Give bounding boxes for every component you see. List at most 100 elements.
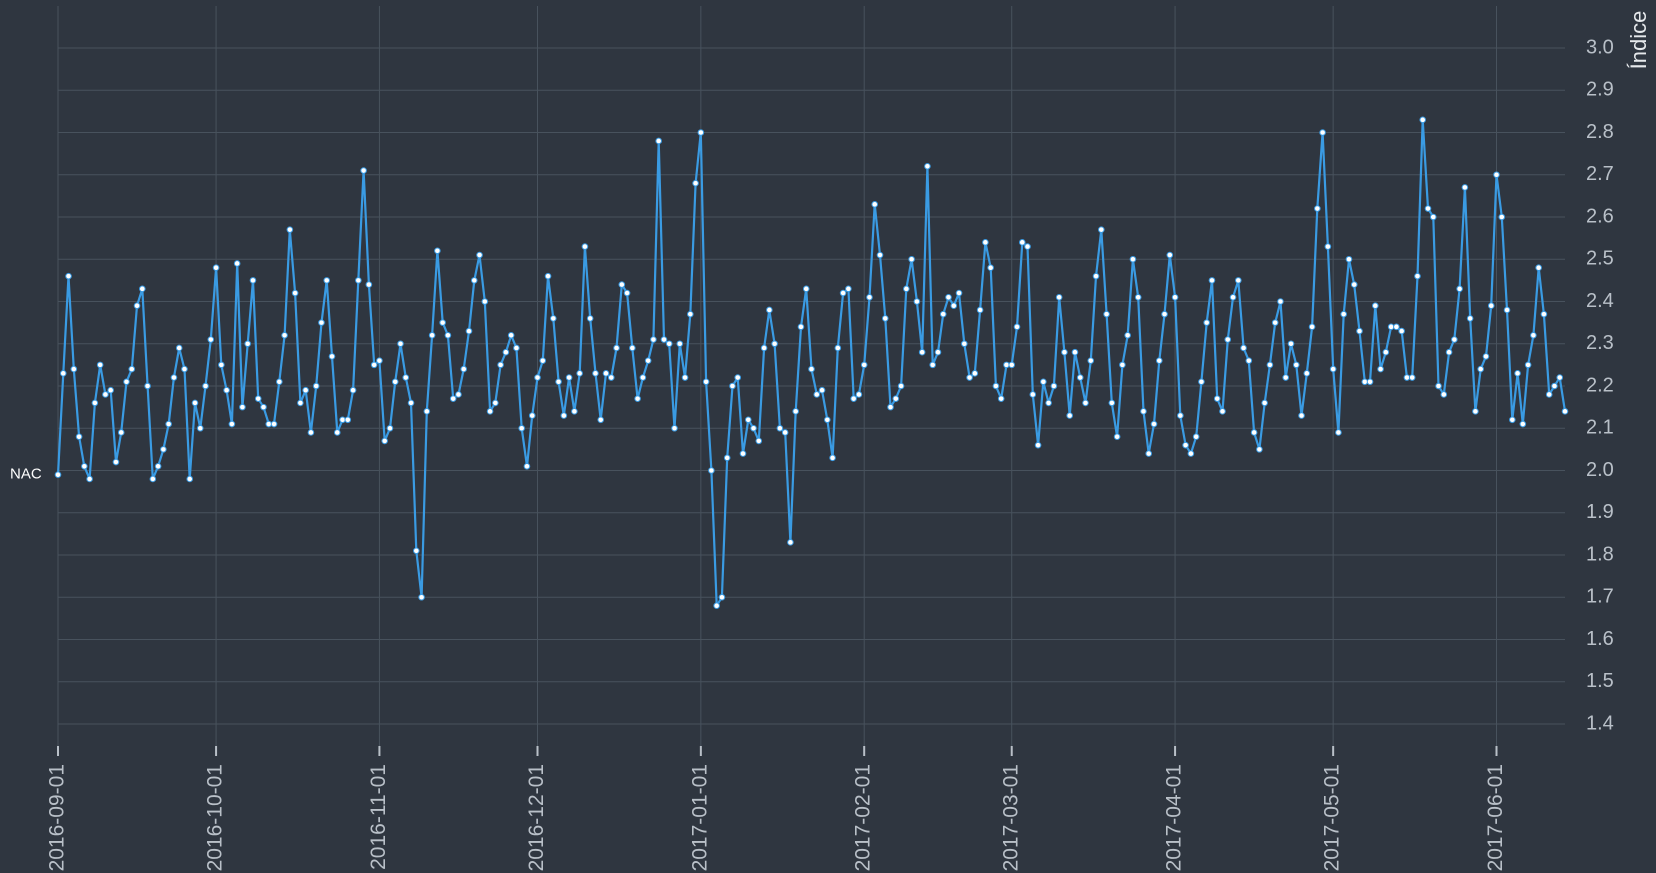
data-point (397, 340, 404, 348)
data-point (160, 446, 167, 453)
data-point (123, 378, 130, 386)
y-tick-label: 1.9 (1586, 501, 1614, 523)
data-point (1166, 251, 1174, 259)
data-point (1456, 285, 1463, 293)
data-point (370, 361, 378, 369)
data-point (1071, 348, 1079, 356)
data-point (281, 332, 288, 339)
data-point (344, 416, 352, 424)
data-point (1535, 264, 1542, 272)
data-point (1440, 391, 1448, 398)
data-point (1024, 243, 1031, 250)
data-point (1319, 129, 1326, 136)
data-point (908, 255, 915, 263)
data-point (687, 310, 694, 318)
data-point (586, 315, 594, 322)
data-point (460, 365, 468, 373)
data-point (1445, 348, 1453, 356)
data-point (892, 395, 900, 402)
data-point (402, 374, 410, 381)
data-point (723, 454, 731, 462)
data-point (1271, 319, 1279, 326)
x-tick-label: 2017-02-01 (852, 764, 875, 871)
data-point (813, 391, 821, 398)
data-point (760, 344, 768, 352)
data-point (75, 433, 83, 441)
data-point (175, 344, 183, 352)
data-point (349, 386, 357, 394)
data-point (903, 285, 910, 293)
data-point (982, 239, 989, 246)
x-tick-label: 2016-10-01 (204, 764, 227, 871)
data-point (1372, 302, 1379, 310)
data-point (1124, 332, 1131, 339)
y-tick-label: 1.4 (1586, 712, 1614, 734)
data-point (1129, 255, 1137, 263)
data-point (428, 332, 436, 339)
data-point (792, 408, 799, 415)
data-point (333, 429, 341, 436)
data-point (650, 336, 657, 343)
y-tick-label: 2.8 (1586, 121, 1614, 143)
y-tick-label: 2.3 (1586, 332, 1614, 354)
data-point (418, 593, 425, 601)
data-point (671, 424, 678, 432)
data-point (434, 247, 441, 255)
data-point (196, 424, 204, 432)
data-point (391, 378, 399, 386)
data-point (834, 344, 842, 352)
data-point (1461, 184, 1469, 191)
data-point (1340, 310, 1347, 318)
data-point (523, 462, 531, 470)
data-point (1350, 281, 1358, 288)
data-point (1029, 391, 1037, 398)
data-point (1213, 395, 1221, 402)
data-point (581, 243, 589, 250)
data-point (565, 374, 573, 381)
data-point (1551, 382, 1558, 390)
data-point (1150, 420, 1158, 428)
data-point (1519, 420, 1527, 428)
data-point (65, 272, 72, 280)
data-point (1530, 332, 1537, 339)
data-point (207, 336, 215, 343)
data-point (1155, 357, 1163, 364)
data-point (328, 353, 336, 360)
y-tick-label: 2.1 (1586, 417, 1614, 439)
data-point (1145, 450, 1153, 457)
data-point (939, 310, 947, 318)
data-point (855, 391, 863, 398)
data-point (1250, 429, 1258, 436)
data-point (1561, 408, 1569, 415)
data-point (228, 420, 236, 428)
data-point (439, 319, 446, 326)
data-point (1493, 171, 1500, 179)
data-point (244, 340, 251, 348)
data-point (634, 395, 641, 402)
data-point (476, 251, 483, 259)
data-point (1298, 412, 1305, 419)
data-point (971, 370, 979, 377)
data-point (323, 277, 331, 284)
data-point (1224, 336, 1232, 343)
data-point (1008, 361, 1016, 369)
data-point (1403, 374, 1411, 381)
data-point (739, 450, 747, 457)
data-point (829, 454, 836, 462)
data-point (1277, 298, 1284, 305)
data-point (665, 340, 673, 348)
data-point (1414, 272, 1421, 280)
data-point (692, 179, 699, 187)
data-point (713, 602, 720, 610)
data-point (592, 370, 599, 377)
data-point (571, 408, 578, 415)
data-point (744, 416, 752, 424)
data-point (465, 327, 473, 335)
data-point (1208, 277, 1216, 284)
data-point (1245, 357, 1253, 364)
data-point (59, 370, 67, 377)
x-tick-label: 2016-12-01 (525, 764, 548, 871)
data-point (1108, 399, 1116, 407)
data-point (1292, 361, 1300, 369)
